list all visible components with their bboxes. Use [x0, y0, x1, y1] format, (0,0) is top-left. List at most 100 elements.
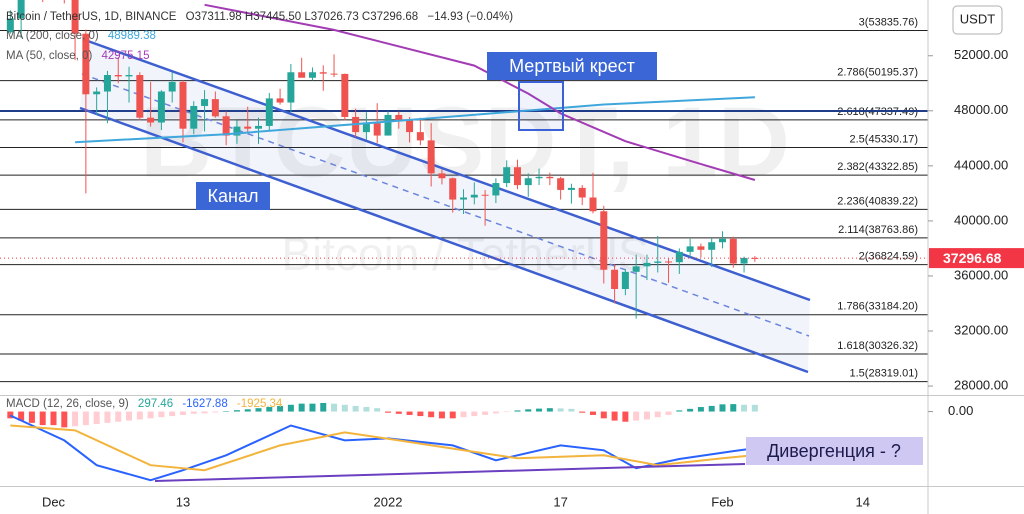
candle-body [600, 211, 608, 270]
signal-value: -1925.34 [236, 398, 283, 410]
macd-histogram-bar [568, 408, 575, 412]
candle-body [222, 116, 230, 136]
candle-body [449, 178, 457, 200]
watermark: BTCUSDT, 1D Bitcoin / TetherUS [140, 86, 790, 280]
macd-histogram-bar [212, 411, 219, 413]
macd-histogram-bar [438, 411, 445, 419]
macd-histogram-bar [471, 411, 478, 417]
macd-histogram-bar [611, 411, 618, 421]
macd-histogram-bar [406, 411, 413, 415]
macd-pane [7, 402, 758, 482]
candle-body [244, 126, 252, 129]
candle-body [611, 269, 619, 290]
ma-name: MA (50, close, 0) [6, 50, 93, 62]
candle-body [395, 114, 403, 121]
unit-label[interactable]: USDT [960, 11, 995, 26]
x-tick-label: 2022 [374, 494, 403, 509]
candle-body [211, 99, 219, 117]
macd-histogram-bar [331, 403, 338, 412]
macd-histogram-bar [687, 408, 694, 412]
candle-body [524, 178, 532, 186]
change: −14.93 (−0.04%) [427, 11, 514, 23]
x-tick-label: 14 [856, 494, 870, 509]
unit-button[interactable] [952, 5, 1003, 35]
macd-histogram-bar [622, 411, 629, 422]
annotation-box [196, 182, 270, 210]
macd-histogram-bar [18, 411, 25, 421]
candle-body [265, 98, 273, 126]
macd-histogram-bar [201, 411, 208, 414]
macd-value: -1627.88 [182, 398, 228, 410]
candle-body [82, 33, 90, 95]
divergence-line [154, 463, 746, 482]
candle-body [578, 187, 586, 198]
macd-histogram-bar [93, 411, 100, 424]
watermark-name: Bitcoin / TetherUS [281, 228, 648, 280]
watermark-symbol: BTCUSDT, 1D [140, 86, 790, 198]
macd-histogram-bar [557, 408, 564, 412]
y-tick-label: 52000.00 [954, 47, 1008, 62]
macd-histogram-bar [600, 411, 607, 419]
candle-body [330, 73, 338, 75]
candle-body [71, 0, 79, 34]
macd-histogram-bar [395, 411, 402, 414]
y-tick-label: 28000.00 [954, 377, 1008, 392]
y-tick-label: 44000.00 [954, 157, 1008, 172]
macd-histogram-bar [514, 410, 521, 412]
macd-hist-value: 297.46 [137, 398, 174, 410]
candle-body [17, 0, 25, 19]
candle-body [416, 132, 424, 141]
candle-body [481, 194, 489, 196]
candle-body [125, 75, 133, 77]
y-tick-label: 40000.00 [954, 212, 1008, 227]
macd-histogram-bar [298, 403, 305, 412]
macd-histogram-bar [50, 411, 57, 426]
header: Bitcoin / TetherUS, 1D, BINANCE O37311.9… [6, 11, 519, 23]
candle-body [654, 261, 662, 263]
macd-histogram-bar [255, 408, 262, 412]
channel-lower [79, 106, 809, 374]
macd-histogram-bar [341, 404, 348, 412]
candle-body [157, 91, 165, 123]
moving-average [204, 3, 756, 181]
macd-histogram-bar [417, 411, 424, 417]
fib-label: 2.236(40839.22) [837, 195, 918, 207]
plot [0, 0, 928, 319]
candle-body [503, 167, 511, 184]
macd-histogram-bar [730, 404, 737, 412]
candle-body [665, 261, 673, 263]
cross-highlight [518, 81, 564, 131]
macd-line [10, 424, 755, 472]
candle-body [6, 18, 14, 33]
macd-histogram-bar [449, 411, 456, 419]
candle-body [751, 257, 759, 259]
macd-histogram-bar [233, 410, 240, 412]
fib-label: 3(53835.76) [859, 16, 918, 28]
price-tag-label: 37296.68 [943, 250, 1002, 266]
ohlc: O37311.98 H37445.50 L37026.73 C37296.68 [185, 11, 419, 23]
candle-body [427, 140, 435, 174]
candle-body [729, 238, 737, 264]
moving-average [75, 96, 755, 144]
fib-label: 2.5(45330.17) [850, 133, 919, 145]
x-tick-label: Dec [42, 494, 66, 509]
macd-histogram-bar [39, 411, 46, 426]
macd-histogram-bar [223, 411, 230, 412]
y-tick-label: 0.00 [948, 403, 973, 418]
fib-label: 1.5(28319.01) [850, 368, 919, 380]
macd-histogram-bar [665, 411, 672, 415]
macd-histogram-bar [643, 411, 650, 420]
x-tick-label: 17 [553, 494, 567, 509]
macd-legend: MACD (12, 26, close, 9) 297.46 -1627.88 … [6, 398, 288, 410]
macd-histogram-bar [244, 409, 251, 412]
candle-body [567, 187, 575, 190]
macd-histogram-bar [697, 407, 704, 412]
candle-body [740, 257, 748, 264]
annotations: Канал Мертвый крест Дивергенция - ? [154, 52, 923, 482]
candle-body [341, 73, 349, 117]
macd-histogram-bar [104, 411, 111, 423]
macd-histogram-bar [719, 404, 726, 412]
candle-body [114, 75, 122, 77]
ma-value: 42975.15 [101, 50, 150, 62]
